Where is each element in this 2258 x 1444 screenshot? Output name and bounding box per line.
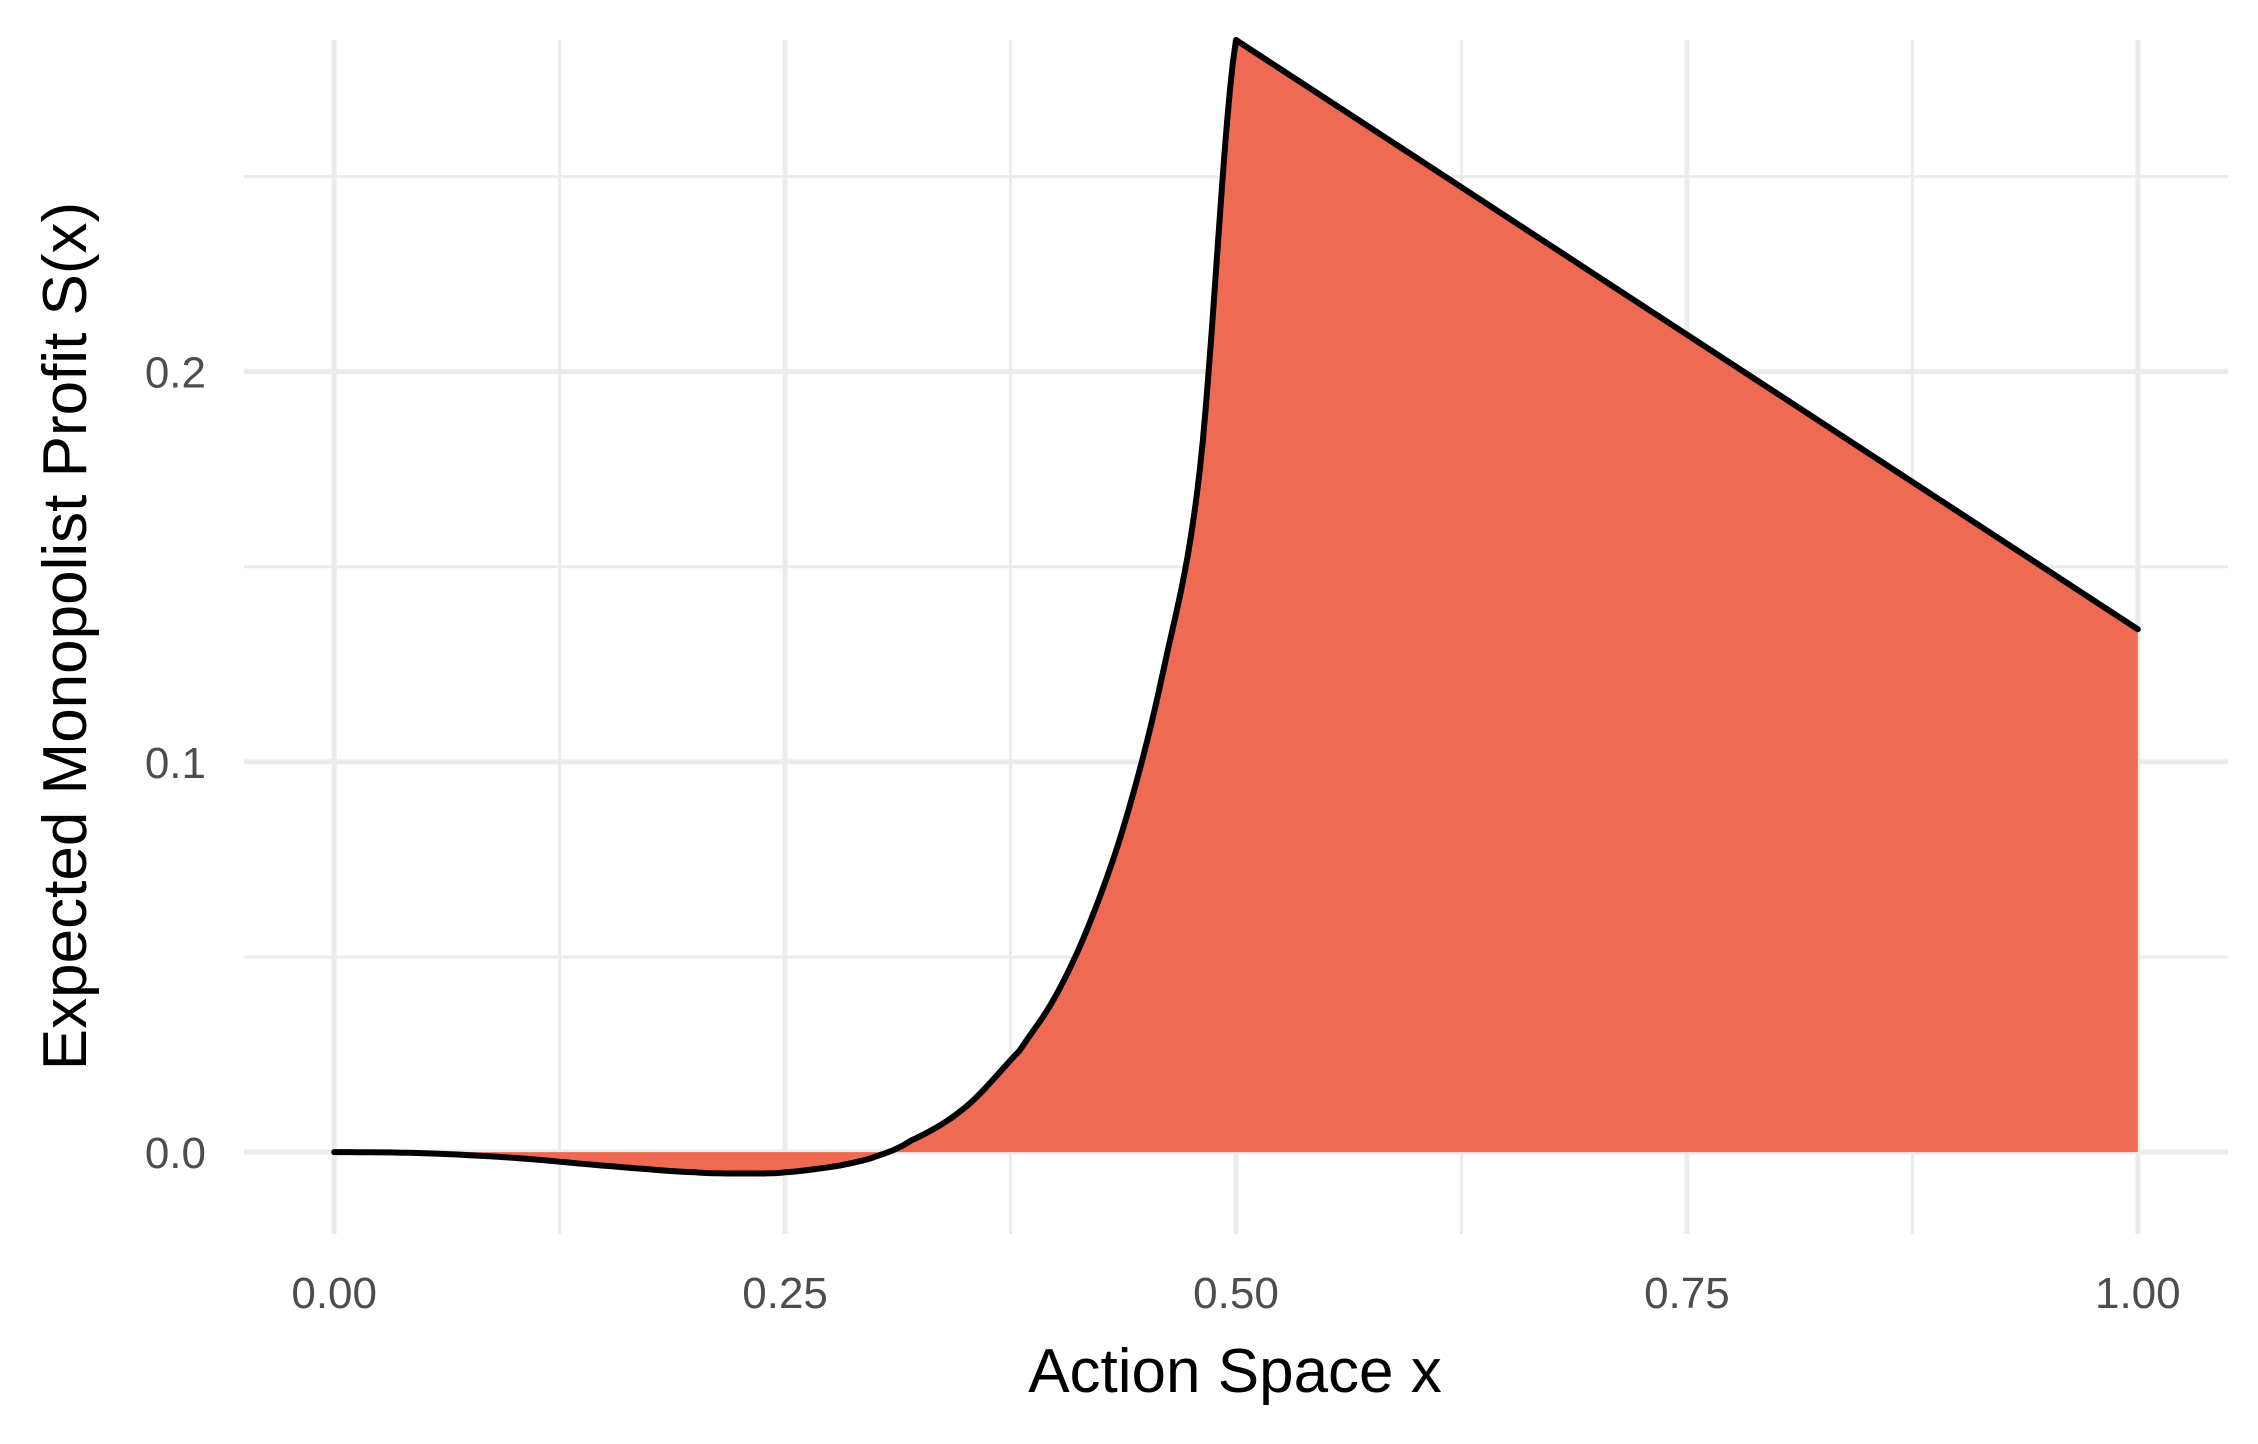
y-tick-label: 0.0 (145, 1129, 206, 1178)
y-tick-label: 0.1 (145, 739, 206, 788)
area-fill (334, 40, 2138, 1174)
series-line (331, 37, 2141, 1177)
x-tick-label: 0.75 (1644, 1269, 1730, 1318)
x-tick-label: 0.50 (1193, 1269, 1279, 1318)
x-axis-title: Action Space x (1028, 1337, 1442, 1406)
x-tick-label: 0.00 (291, 1269, 377, 1318)
y-axis-title: Expected Monopolist Profit S(x) (31, 202, 100, 1070)
y-tick-label: 0.2 (145, 349, 206, 398)
x-tick-label: 0.25 (742, 1269, 828, 1318)
y-tick-labels: 0.0 0.1 0.2 (145, 349, 206, 1178)
x-tick-labels: 0.00 0.25 0.50 0.75 1.00 (291, 1269, 2180, 1318)
x-tick-label: 1.00 (2095, 1269, 2181, 1318)
